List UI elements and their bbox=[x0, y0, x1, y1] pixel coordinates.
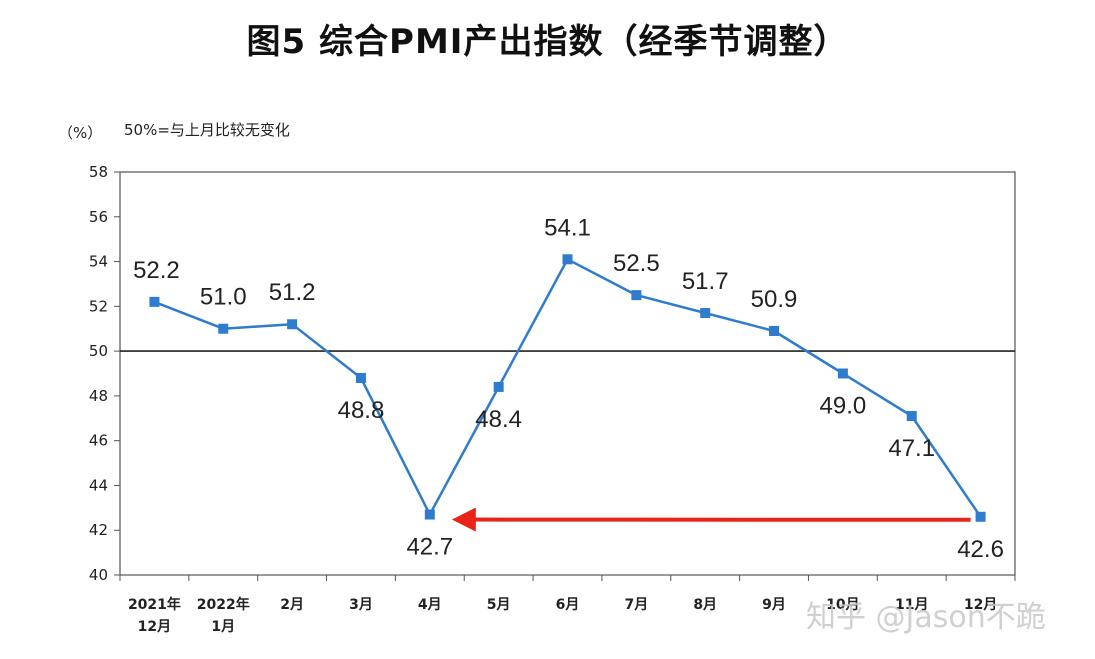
x-tick-label: 2021年 12月 bbox=[128, 596, 181, 635]
data-point bbox=[906, 411, 917, 422]
data-label: 52.5 bbox=[613, 250, 660, 277]
y-axis-unit-label: （%） bbox=[58, 124, 103, 142]
chart-title: 图5 综合PMI产出指数（经季节调整） bbox=[246, 22, 849, 62]
x-tick-label: 10月 bbox=[826, 597, 859, 613]
data-label: 48.8 bbox=[338, 397, 385, 424]
data-label: 48.4 bbox=[475, 406, 522, 433]
data-point bbox=[562, 254, 573, 265]
data-point bbox=[149, 296, 160, 307]
reference-line-note: 50%=与上月比较无变化 bbox=[124, 121, 290, 139]
data-point bbox=[769, 325, 780, 336]
data-label: 50.9 bbox=[751, 286, 798, 313]
watermark: 知乎 @Jason不跪 bbox=[806, 600, 1046, 635]
y-tick-label: 56 bbox=[89, 208, 108, 226]
x-tick-label: 9月 bbox=[762, 597, 786, 613]
y-tick-label: 52 bbox=[89, 297, 108, 315]
x-tick-label: 8月 bbox=[693, 597, 717, 613]
data-label: 54.1 bbox=[544, 214, 591, 241]
y-tick-label: 40 bbox=[89, 566, 108, 584]
y-tick-label: 50 bbox=[89, 342, 108, 360]
x-tick-label: 5月 bbox=[487, 597, 511, 613]
x-tick-label: 2月 bbox=[280, 597, 304, 613]
x-tick-label: 4月 bbox=[418, 597, 442, 613]
x-tick-label: 12月 bbox=[964, 597, 997, 613]
x-tick-label: 3月 bbox=[349, 597, 373, 613]
plot-frame bbox=[119, 171, 1016, 576]
data-point bbox=[837, 368, 848, 379]
data-point bbox=[493, 381, 504, 392]
data-point bbox=[631, 290, 642, 301]
data-point bbox=[700, 308, 711, 319]
y-tick-label: 48 bbox=[89, 387, 108, 405]
data-label: 52.2 bbox=[133, 257, 180, 284]
x-tick-label: 6月 bbox=[556, 597, 580, 613]
y-tick-label: 44 bbox=[89, 476, 108, 494]
data-label: 49.0 bbox=[820, 393, 867, 420]
data-label: 47.1 bbox=[888, 435, 935, 462]
data-label: 51.2 bbox=[269, 279, 316, 306]
y-tick-label: 54 bbox=[89, 253, 108, 271]
y-tick-label: 42 bbox=[89, 521, 108, 539]
y-tick-label: 46 bbox=[89, 432, 108, 450]
data-point bbox=[355, 372, 366, 383]
x-tick-label: 7月 bbox=[624, 597, 648, 613]
data-label: 51.0 bbox=[200, 284, 247, 311]
data-point bbox=[287, 319, 298, 330]
data-point bbox=[218, 323, 229, 334]
data-point bbox=[424, 509, 435, 520]
x-tick-label: 11月 bbox=[895, 597, 928, 613]
data-label: 42.7 bbox=[406, 534, 453, 561]
data-label: 42.6 bbox=[957, 536, 1004, 563]
data-label: 51.7 bbox=[682, 268, 729, 295]
y-tick-label: 58 bbox=[89, 163, 108, 181]
x-tick-label: 2022年 1月 bbox=[197, 596, 250, 635]
data-point bbox=[975, 511, 986, 522]
